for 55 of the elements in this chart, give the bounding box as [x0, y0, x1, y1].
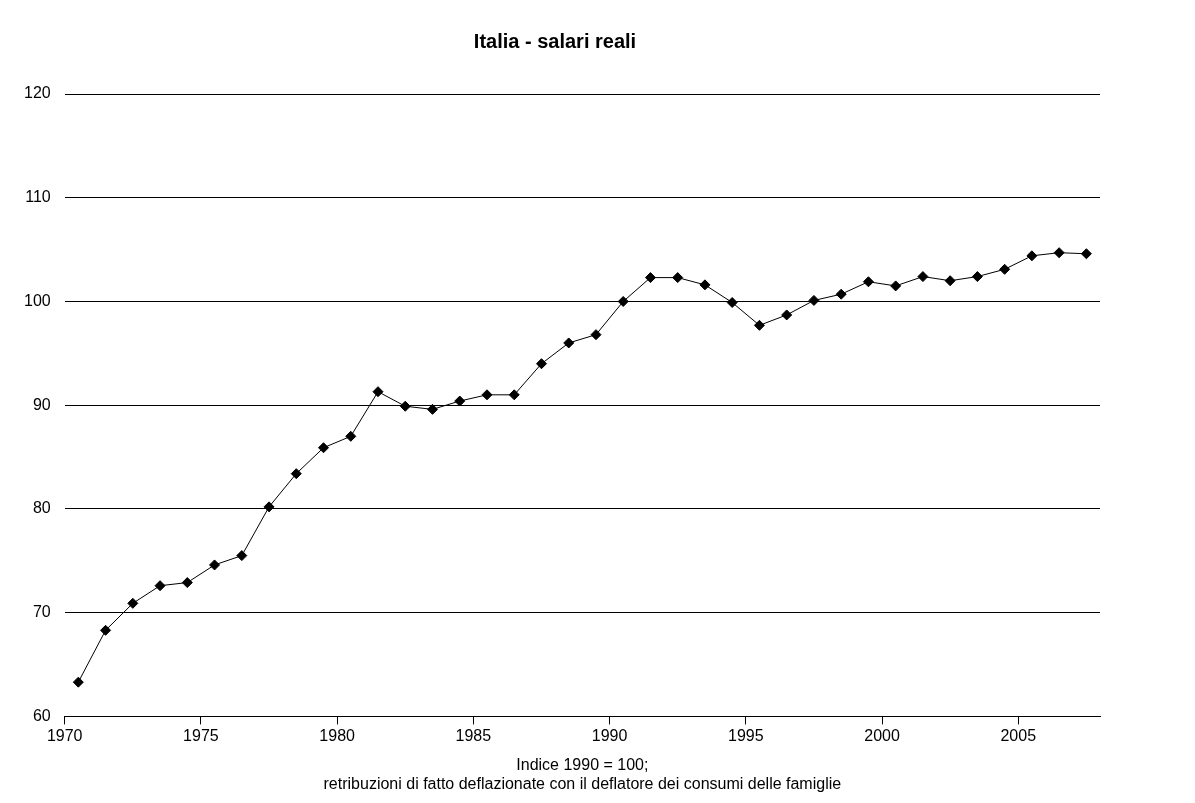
y-tick-label: 110 — [25, 188, 51, 206]
point — [917, 271, 929, 283]
point — [535, 358, 547, 370]
point — [890, 280, 902, 292]
y-tick-label: 120 — [23, 84, 51, 102]
x-tick-label: 1970 — [46, 727, 83, 745]
point — [209, 559, 221, 571]
point — [808, 294, 820, 306]
point — [481, 389, 493, 401]
point — [672, 272, 684, 284]
y-tick-label: 60 — [32, 706, 51, 724]
point — [1026, 250, 1038, 262]
point — [236, 550, 248, 562]
point — [699, 279, 711, 291]
point — [1053, 247, 1065, 259]
chart-title: Italia - salari reali — [473, 29, 637, 52]
x-tick-label: 1975 — [183, 727, 219, 745]
point — [835, 288, 847, 300]
point — [263, 501, 275, 513]
point — [181, 577, 193, 589]
point — [944, 275, 956, 287]
point — [100, 624, 112, 636]
point — [345, 430, 357, 442]
x-tick-label: 1990 — [591, 727, 628, 745]
point — [290, 468, 302, 480]
point — [508, 389, 520, 401]
x-tick-label: 2000 — [864, 727, 900, 745]
point — [127, 597, 139, 609]
y-tick-label: 80 — [32, 499, 51, 517]
point — [753, 319, 765, 331]
point — [999, 263, 1011, 275]
x-tick-label: 1995 — [728, 727, 764, 745]
point — [154, 580, 166, 592]
point — [1080, 248, 1092, 260]
point — [72, 676, 84, 688]
point — [971, 271, 983, 283]
point — [781, 309, 793, 321]
point — [862, 276, 874, 288]
point — [318, 442, 330, 454]
x-tick-label: 2005 — [1000, 727, 1037, 745]
y-tick-label: 70 — [32, 603, 51, 621]
point — [454, 395, 466, 407]
x-tick-label: 1985 — [455, 727, 492, 745]
x-tick-label: 1980 — [319, 727, 356, 745]
point — [399, 400, 411, 412]
point — [644, 272, 656, 284]
point — [617, 295, 629, 307]
point — [372, 386, 384, 398]
point — [726, 297, 738, 308]
y-tick-label: 90 — [32, 395, 51, 413]
point — [563, 337, 575, 349]
point — [427, 403, 438, 415]
x-axis-title: Indice 1990 = 100; retribuzioni di fatto deflazionate con il deflatore dei consumi delle famiglie — [323, 755, 842, 792]
point — [590, 329, 602, 341]
y-tick-label: 100 — [23, 291, 51, 309]
